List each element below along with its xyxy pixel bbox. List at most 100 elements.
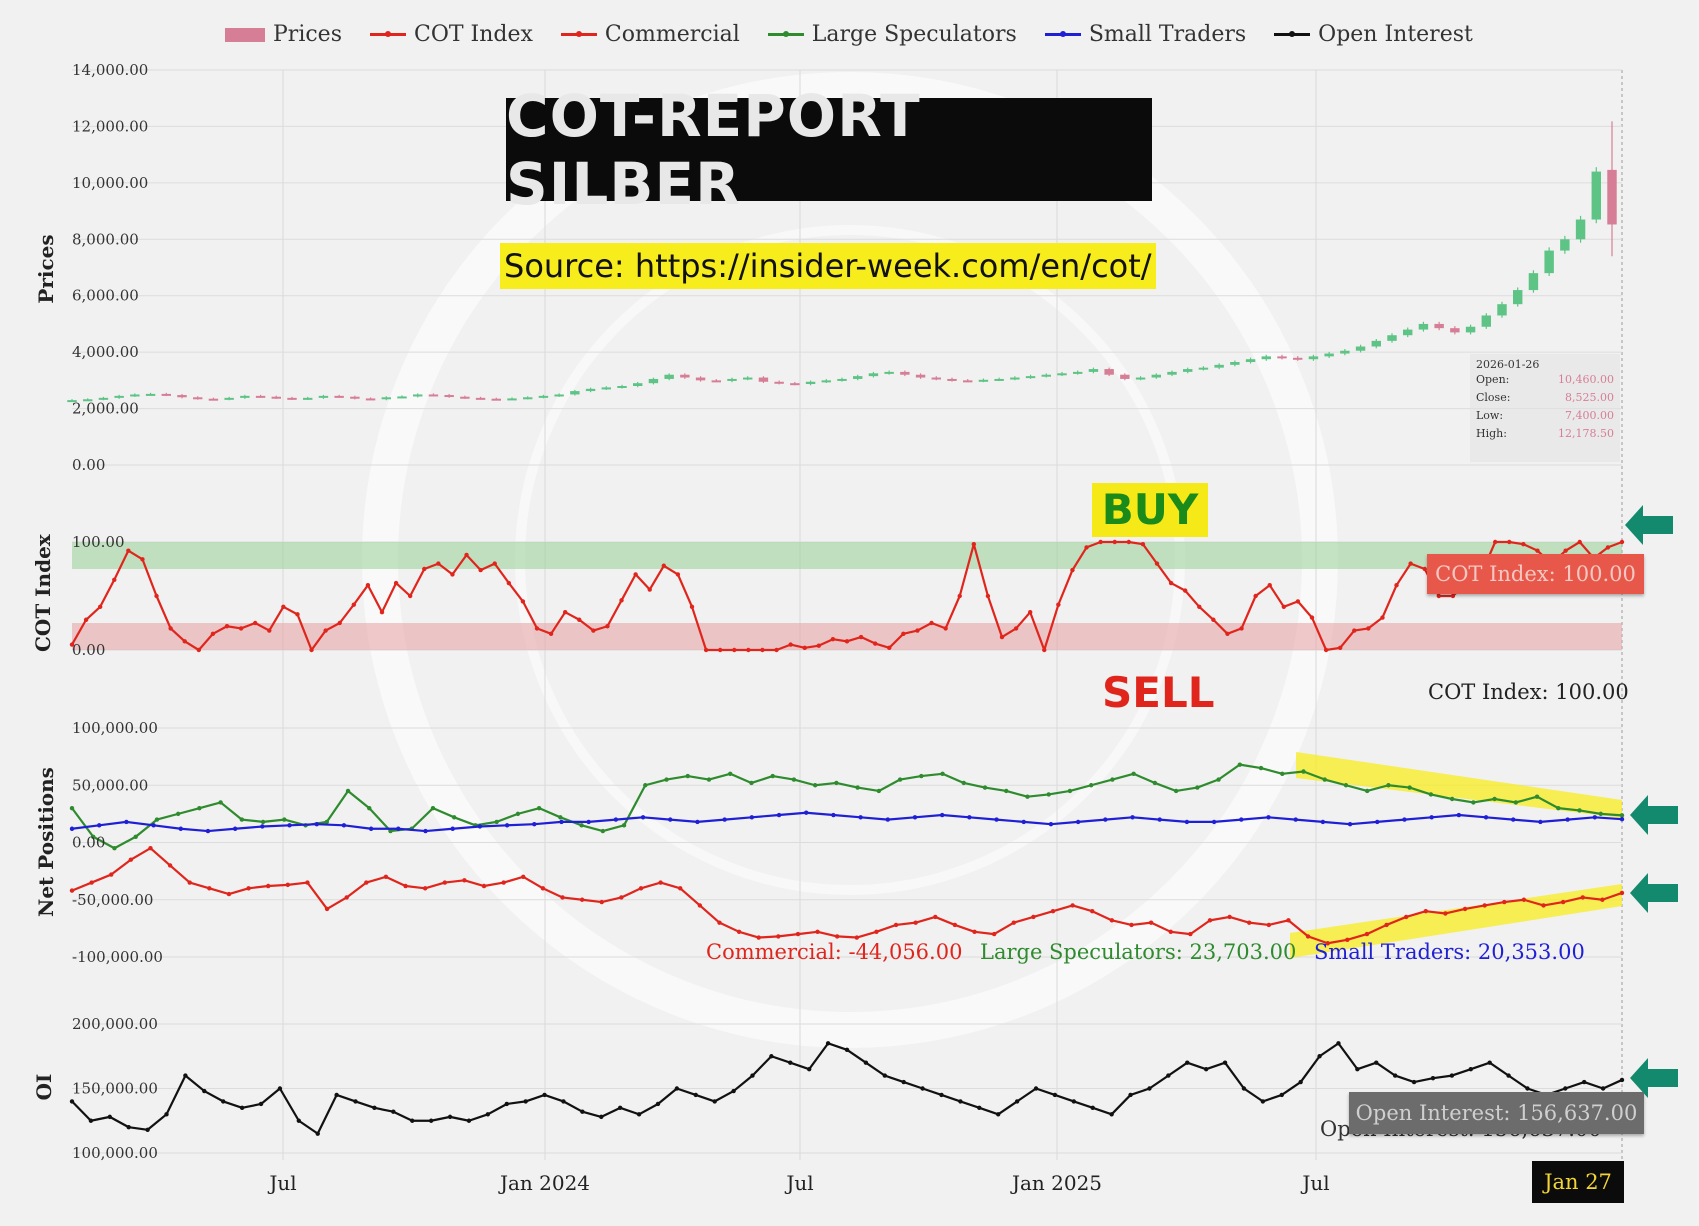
commercial-point (893, 922, 899, 928)
small-traders-point (314, 821, 319, 827)
commercial-point (364, 880, 369, 885)
cot-index-point (985, 593, 991, 599)
cot-index-point (379, 610, 385, 615)
commercial-trend-highlight (1290, 884, 1622, 958)
large-speculators-point (133, 834, 138, 839)
arrow-markers (1625, 505, 1678, 1098)
cot-index-point (647, 587, 652, 592)
price-candle (994, 378, 1004, 381)
large-speculators-point (175, 811, 181, 817)
cot-index-point (562, 610, 568, 615)
open-interest-point (315, 1131, 320, 1136)
tooltip-open-label: Open: (1476, 373, 1510, 386)
cot-index-point (675, 572, 681, 577)
y-tick-label: 4,000.00 (72, 343, 139, 361)
cot-index-point (703, 647, 709, 653)
legend-item[interactable]: Small Traders (1044, 22, 1246, 47)
open-interest-point (1449, 1073, 1455, 1078)
price-candle (303, 397, 313, 400)
price-candle (680, 374, 690, 378)
open-interest-point (410, 1118, 415, 1123)
open-interest-point (1052, 1092, 1058, 1098)
open-interest-point (1374, 1060, 1379, 1065)
open-interest-point (693, 1092, 698, 1098)
tooltip-open-value: 10,460.00 (1558, 373, 1614, 386)
open-interest-point (1033, 1086, 1039, 1091)
net-positions-axis-title: Net Positions (34, 767, 58, 917)
large-speculators-point (1577, 808, 1582, 813)
arrow-icon (1630, 873, 1678, 913)
small-traders-point (423, 828, 428, 834)
open-interest-point (599, 1114, 604, 1120)
open-interest-point (1506, 1073, 1511, 1078)
open-interest-point (863, 1060, 869, 1065)
prices-axis-title: Prices (34, 234, 58, 304)
small-traders-point (1075, 819, 1081, 825)
open-interest-point (1525, 1086, 1530, 1091)
price-candle (1403, 329, 1413, 336)
price-candle (114, 395, 124, 398)
cot-index-point (887, 645, 892, 651)
commercial-point (638, 886, 644, 891)
small-traders-point (1239, 817, 1244, 822)
legend-item[interactable]: COT Index (370, 22, 533, 47)
cot-index-point (520, 599, 526, 604)
cot-index-point (196, 647, 202, 653)
y-tick-label: 6,000.00 (72, 287, 139, 305)
cot-index-point (1408, 561, 1413, 566)
commercial-point (1580, 895, 1585, 900)
commercial-point (795, 931, 801, 937)
small-traders-point (1293, 817, 1298, 822)
open-interest-point (977, 1105, 982, 1111)
small-traders-point (586, 819, 591, 825)
commercial-point (1403, 914, 1409, 920)
commercial-point (501, 880, 506, 885)
legend-item[interactable]: Open Interest (1274, 22, 1473, 47)
x-tick-label: Jul (267, 1171, 296, 1195)
price-candle (915, 374, 926, 378)
commercial-point (1050, 909, 1056, 914)
cot-index-point (1027, 610, 1033, 615)
price-candle (1104, 369, 1114, 375)
small-traders-point (885, 817, 890, 822)
price-candle (1591, 171, 1601, 220)
small-traders-point (1103, 817, 1108, 822)
large-speculators-point (1619, 813, 1625, 818)
commercial-point (599, 899, 604, 905)
cot-index-point (1225, 631, 1230, 636)
cot-index-point (717, 647, 723, 653)
y-tick-label: 50,000.00 (72, 776, 148, 794)
commercial-point (324, 906, 330, 912)
large-speculators-point (876, 788, 882, 794)
cot-index-point (1352, 628, 1357, 633)
legend-item[interactable]: Commercial (560, 22, 740, 47)
price-candle (758, 377, 769, 382)
cot-index-point (1140, 541, 1146, 547)
price-candle (837, 378, 847, 381)
commercial-point (874, 929, 879, 935)
cot-index-point (422, 566, 427, 572)
price-candle (570, 391, 580, 395)
commercial-point (1011, 920, 1016, 925)
buy-zone (72, 542, 1622, 569)
arrow-icon (1625, 505, 1673, 545)
cot-index-point (872, 641, 878, 646)
large-speculators-point (643, 783, 648, 788)
small-traders-point (668, 817, 673, 822)
price-candle (1434, 323, 1444, 329)
large-speculators-point (324, 819, 329, 825)
cot-index-point (1126, 539, 1132, 545)
large-speculators-point (430, 805, 436, 811)
price-candle (67, 400, 77, 403)
legend-item[interactable]: Large Speculators (767, 22, 1017, 47)
cot-index-point (605, 624, 610, 629)
legend-item[interactable]: Prices (225, 22, 342, 47)
large-speculators-point (982, 785, 988, 790)
price-candle (1151, 374, 1161, 378)
commercial-point (1502, 899, 1507, 905)
cot-index-point (1323, 647, 1329, 653)
open-interest-point (372, 1105, 377, 1111)
open-interest-point (447, 1114, 453, 1120)
cot-index-point (126, 548, 131, 553)
large-speculators-point (685, 773, 690, 779)
